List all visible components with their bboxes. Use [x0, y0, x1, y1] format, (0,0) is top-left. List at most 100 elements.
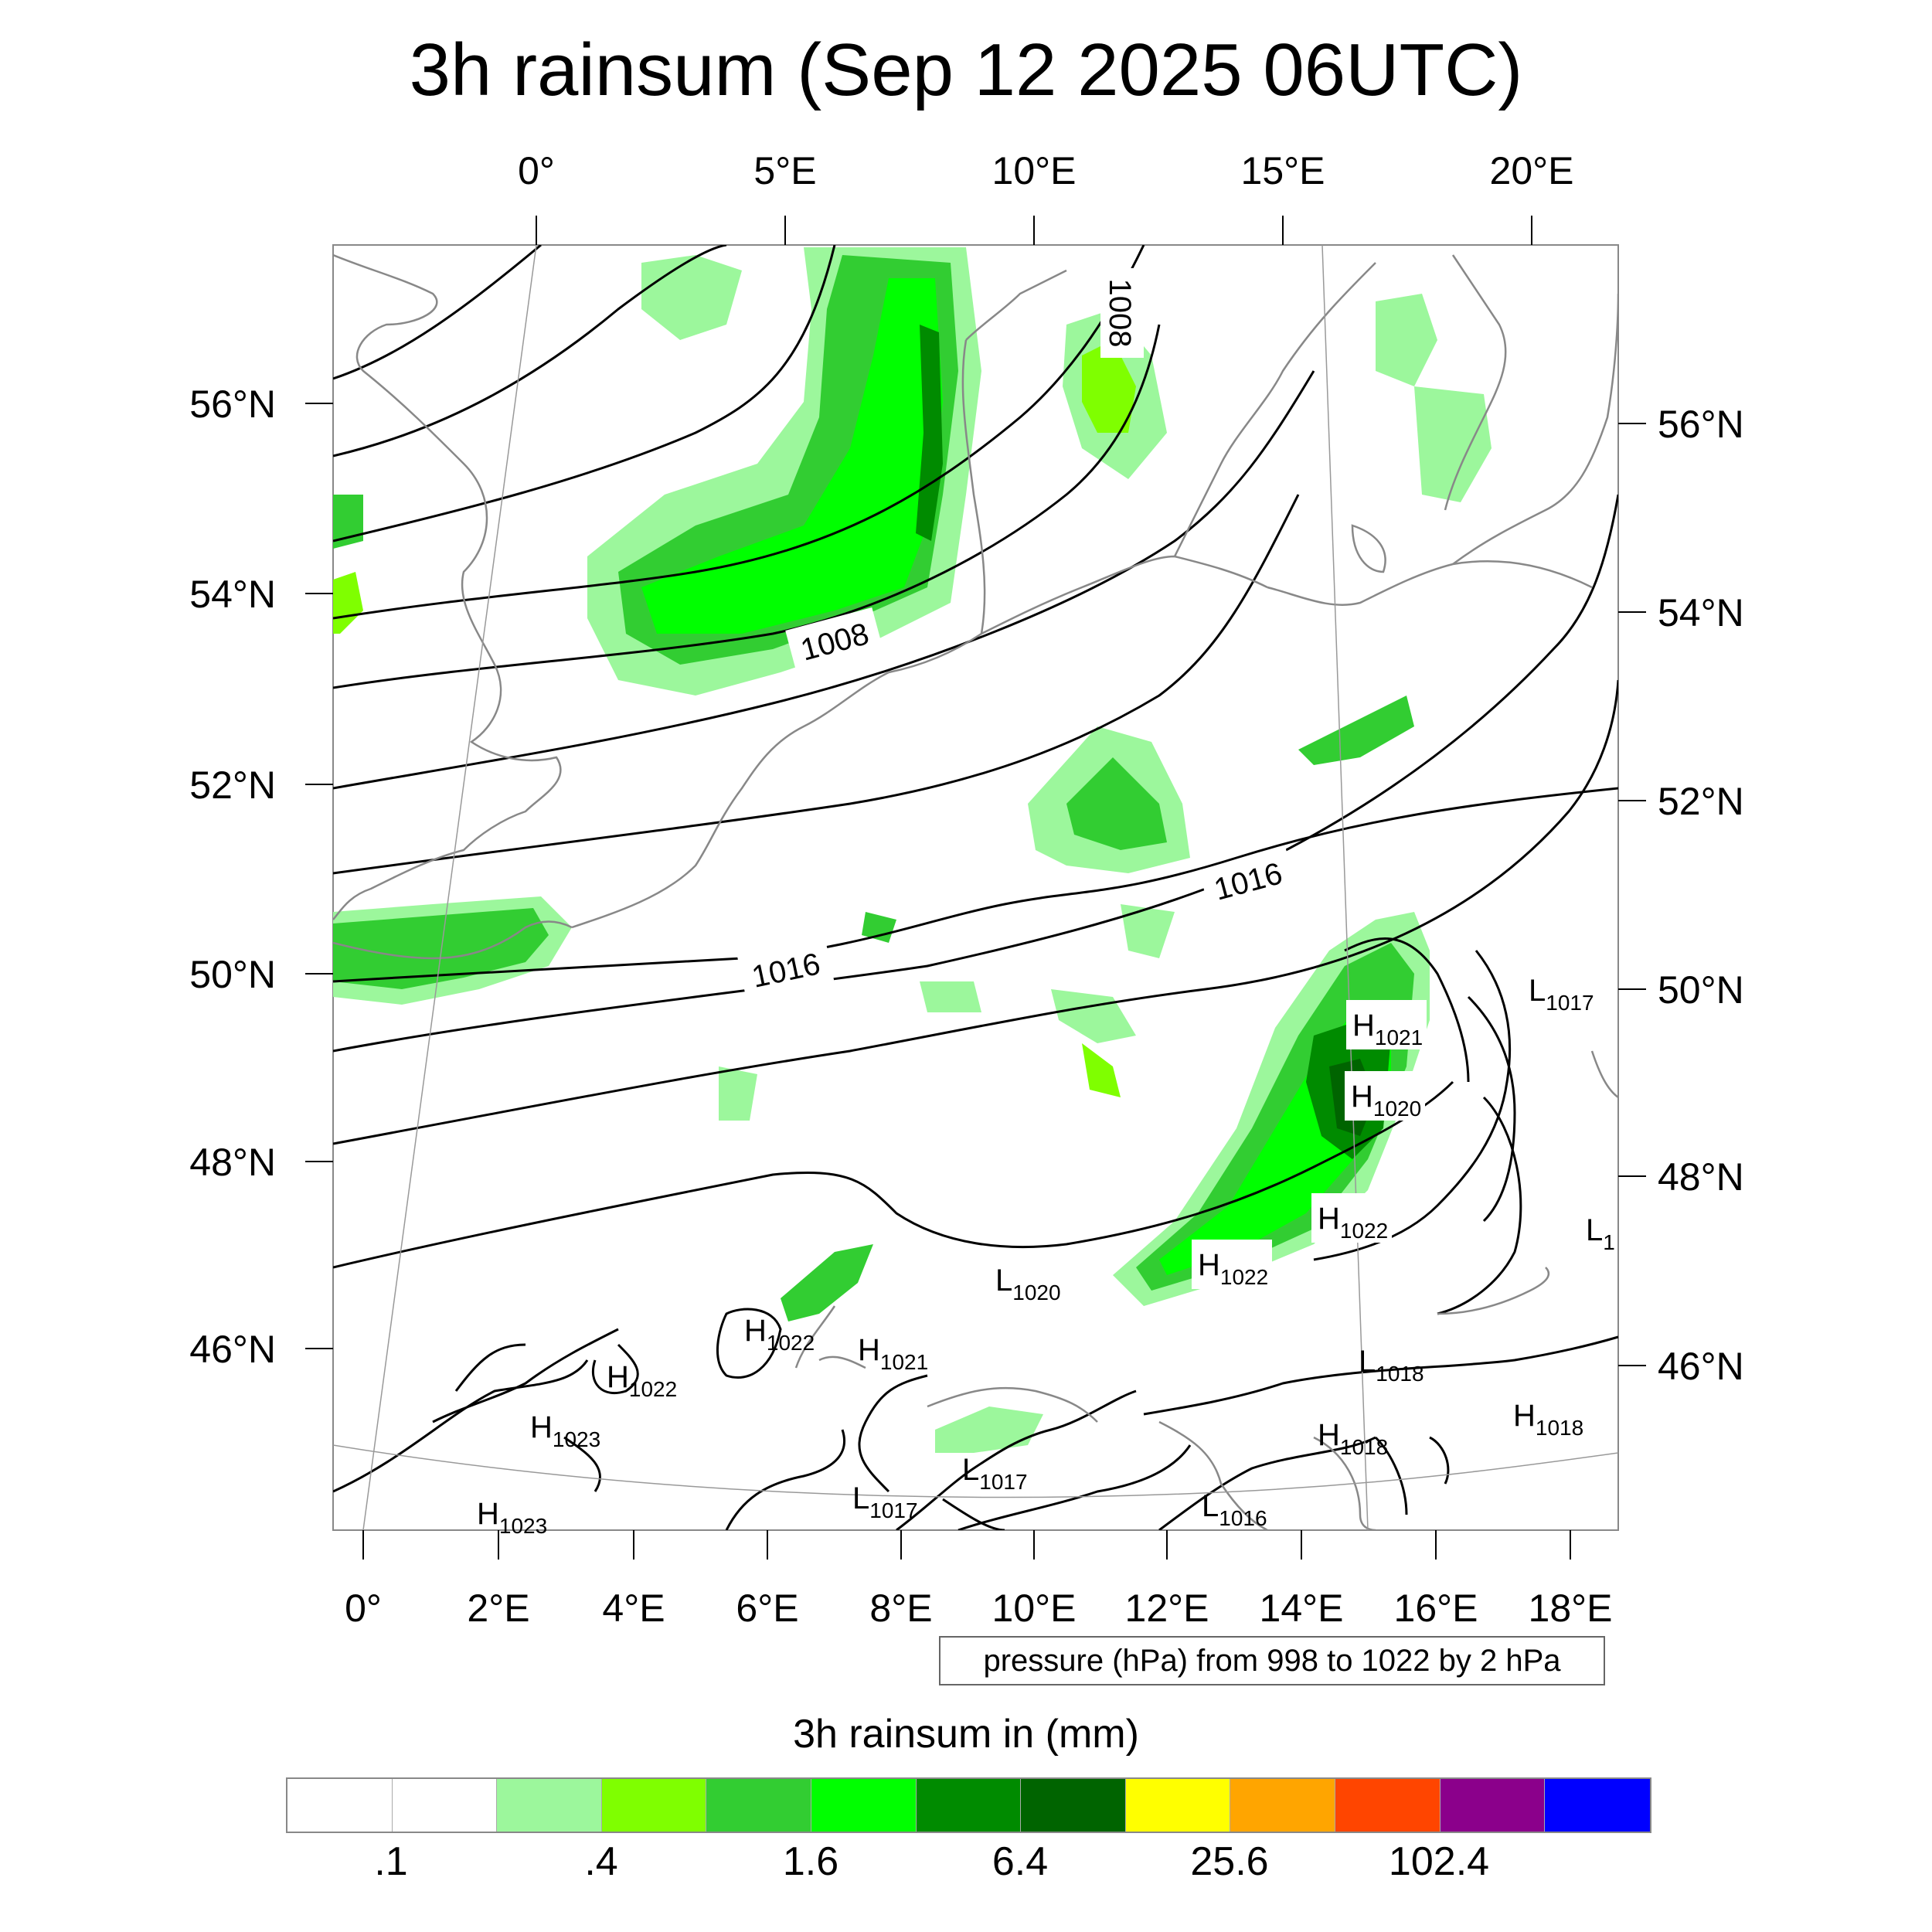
colorbar-box	[1440, 1779, 1546, 1832]
center-value: 1018	[1376, 1362, 1423, 1386]
center-value: 1022	[629, 1377, 677, 1401]
svg-text:L1016: L1016	[1202, 1489, 1267, 1530]
colorbar-box	[1545, 1779, 1650, 1832]
pressure-center-high: H1023	[477, 1497, 547, 1538]
map-title: 3h rainsum (Sep 12 2025 06UTC)	[409, 29, 1523, 111]
svg-text:H1020: H1020	[1351, 1080, 1421, 1121]
pressure-center-low: L1017	[1529, 974, 1594, 1015]
center-type: L	[962, 1453, 979, 1487]
pressure-center-high: H1018	[1318, 1418, 1388, 1459]
svg-text:L1020: L1020	[995, 1264, 1061, 1304]
center-value: 1017	[979, 1470, 1027, 1494]
colorbar-box	[287, 1779, 393, 1832]
colorbar-box	[706, 1779, 811, 1832]
center-value: 1018	[1536, 1416, 1583, 1440]
right-lat-label: 46°N	[1658, 1345, 1744, 1388]
colorbar-box	[497, 1779, 602, 1832]
center-value: 1	[1603, 1230, 1615, 1254]
pressure-center-low: L1016	[1202, 1489, 1267, 1530]
top-longitude-axis: 0° 5°E 10°E 15°E 20°E	[518, 149, 1573, 245]
bottom-longitude-axis: 0° 2°E 4°E 6°E 8°E 10°E 12°E 14°E 16°E 1…	[345, 1530, 1612, 1630]
colorbar-label: 1.6	[782, 1839, 839, 1884]
svg-text:H1018: H1018	[1513, 1399, 1583, 1440]
graticule	[333, 245, 1618, 1530]
svg-text:H1021: H1021	[1352, 1009, 1423, 1049]
svg-text:L1018: L1018	[1359, 1345, 1424, 1386]
bottom-lon-label: 8°E	[869, 1587, 932, 1630]
center-value: 1023	[499, 1514, 547, 1538]
top-lon-label: 10°E	[992, 149, 1077, 192]
pressure-center-high: H1021	[1346, 1000, 1427, 1049]
colorbar-box	[811, 1779, 917, 1832]
colorbar-box	[1021, 1779, 1126, 1832]
svg-text:H1021: H1021	[858, 1333, 928, 1374]
bottom-lon-label: 6°E	[736, 1587, 798, 1630]
pressure-center-low: L1018	[1359, 1345, 1424, 1386]
center-value: 1017	[1546, 991, 1594, 1015]
svg-text:H1022: H1022	[1318, 1202, 1388, 1243]
colorbar-label: 102.4	[1388, 1839, 1490, 1884]
pressure-center-low: L1	[1586, 1213, 1615, 1254]
svg-text:H1022: H1022	[1198, 1248, 1268, 1289]
center-value: 1022	[767, 1331, 815, 1355]
svg-text:H1023: H1023	[530, 1410, 600, 1451]
center-type: H	[1352, 1009, 1375, 1043]
contour-labels: 1008 1008 1016 1016	[737, 268, 1297, 999]
center-type: H	[530, 1410, 553, 1444]
pressure-note: pressure (hPa) from 998 to 1022 by 2 hPa	[939, 1636, 1605, 1685]
right-lat-label: 48°N	[1658, 1155, 1744, 1199]
left-lat-label: 46°N	[189, 1328, 276, 1371]
center-type: H	[1318, 1418, 1340, 1452]
colorbar	[286, 1777, 1651, 1833]
center-type: H	[1198, 1248, 1220, 1282]
svg-text:H1023: H1023	[477, 1497, 547, 1538]
center-type: L	[995, 1264, 1012, 1298]
center-value: 1017	[869, 1498, 917, 1522]
center-type: H	[1318, 1202, 1340, 1236]
left-lat-label: 54°N	[189, 573, 276, 616]
pressure-center-high: H1022	[1192, 1240, 1272, 1289]
left-lat-label: 48°N	[189, 1141, 276, 1184]
center-type: L	[1586, 1213, 1603, 1247]
center-value: 1020	[1012, 1281, 1060, 1304]
pressure-centers: H1021 H1020 H1022 H1022 H1022 H1022 H102…	[477, 974, 1615, 1538]
bottom-lon-label: 14°E	[1260, 1587, 1344, 1630]
pressure-center-low: L1020	[995, 1264, 1061, 1304]
colorbar-box	[392, 1779, 498, 1832]
pressure-center-low: L1017	[852, 1481, 918, 1522]
colorbar-box	[1230, 1779, 1335, 1832]
left-latitude-axis: 56°N 54°N 52°N 50°N 48°N 46°N	[189, 383, 333, 1371]
right-latitude-axis: 56°N 54°N 52°N 50°N 48°N 46°N	[1618, 403, 1744, 1388]
pressure-center-low: L1017	[962, 1453, 1028, 1494]
center-value: 1023	[553, 1427, 600, 1451]
colorbar-label: .1	[374, 1839, 408, 1884]
left-lat-label: 56°N	[189, 383, 276, 426]
top-lon-label: 15°E	[1241, 149, 1325, 192]
isobars	[333, 245, 1618, 1530]
right-lat-label: 54°N	[1658, 591, 1744, 634]
center-type: H	[607, 1360, 629, 1394]
map-frame	[332, 244, 1619, 1531]
colorbar-box	[601, 1779, 707, 1832]
colorbar-box	[916, 1779, 1022, 1832]
colorbar-title: 3h rainsum in (mm)	[793, 1712, 1139, 1757]
center-type: L	[1529, 974, 1546, 1008]
center-type: L	[852, 1481, 869, 1515]
center-type: L	[1359, 1345, 1376, 1379]
pressure-center-high: H1022	[744, 1314, 815, 1355]
colorbar-label: .4	[584, 1839, 618, 1884]
right-lat-label: 52°N	[1658, 780, 1744, 823]
pressure-center-high: H1021	[858, 1333, 928, 1374]
svg-text:L1: L1	[1586, 1213, 1615, 1254]
center-value: 1022	[1220, 1265, 1268, 1289]
svg-text:L1017: L1017	[1529, 974, 1594, 1015]
colorbar-box	[1335, 1779, 1440, 1832]
colorbar-box	[1125, 1779, 1231, 1832]
top-lon-label: 0°	[518, 149, 555, 192]
contour-label-text: 1008	[1103, 279, 1137, 348]
pressure-center-high: H1023	[530, 1410, 600, 1451]
pressure-center-high: H1018	[1513, 1399, 1583, 1440]
left-lat-label: 50°N	[189, 953, 276, 996]
bottom-lon-label: 2°E	[467, 1587, 529, 1630]
